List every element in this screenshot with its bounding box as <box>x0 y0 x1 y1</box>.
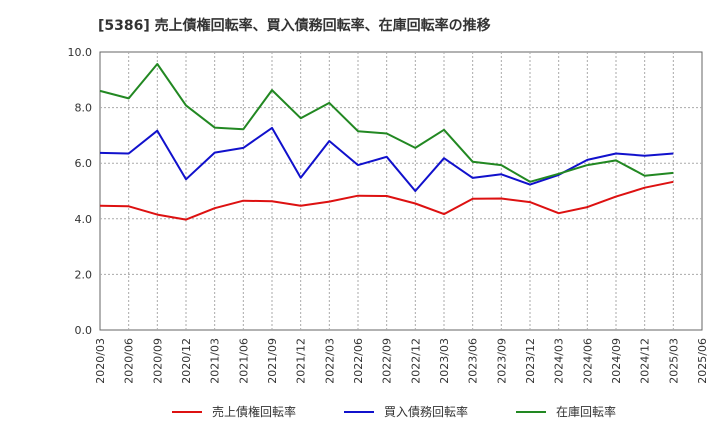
legend-item-1: 売上債権回転率 <box>172 404 296 419</box>
x-tick-label: 2024/03 <box>553 338 566 384</box>
y-tick-label: 0.0 <box>75 324 93 337</box>
series-line-2 <box>99 126 674 192</box>
x-tick-label: 2024/12 <box>639 338 652 384</box>
series-line-1 <box>99 180 674 221</box>
x-tick-label: 2022/06 <box>352 338 365 384</box>
x-tick-label: 2020/06 <box>123 338 136 384</box>
x-tick-label: 2025/03 <box>667 338 680 384</box>
x-tick-label: 2024/06 <box>581 338 594 384</box>
x-tick-label: 2021/09 <box>266 338 279 384</box>
x-tick-label: 2023/03 <box>438 338 451 384</box>
x-tick-label: 2025/06 <box>696 338 709 384</box>
x-tick-label: 2020/03 <box>94 338 107 384</box>
x-tick-label: 2022/12 <box>409 338 422 384</box>
x-tick-label: 2023/12 <box>524 338 537 384</box>
x-tick-label: 2022/03 <box>323 338 336 384</box>
x-tick-label: 2023/06 <box>467 338 480 384</box>
plot-area <box>99 51 703 331</box>
legend-label: 売上債権回転率 <box>212 404 296 419</box>
x-axis: 2020/03 2020/06 2020/09 2020/12 2021/03 2021/… <box>94 338 709 384</box>
legend-item-2: 買入債務回転率 <box>344 404 468 419</box>
grid <box>100 52 702 330</box>
y-axis: 0.0 2.0 4.0 6.0 8.0 10.0 <box>68 46 93 337</box>
legend: 売上債権回転率 買入債務回転率 在庫回転率 <box>172 404 616 419</box>
x-tick-label: 2022/09 <box>381 338 394 384</box>
y-tick-label: 6.0 <box>75 157 93 170</box>
x-tick-label: 2021/12 <box>295 338 308 384</box>
chart-title: [5386] 売上債権回転率、買入債務回転率、在庫回転率の推移 <box>98 17 491 34</box>
series-group <box>99 63 674 221</box>
y-tick-label: 10.0 <box>68 46 93 59</box>
x-tick-label: 2021/03 <box>209 338 222 384</box>
x-tick-label: 2021/06 <box>237 338 250 384</box>
legend-label: 在庫回転率 <box>556 404 616 419</box>
legend-label: 買入債務回転率 <box>384 404 468 419</box>
legend-item-3: 在庫回転率 <box>516 404 616 419</box>
x-tick-label: 2024/09 <box>610 338 623 384</box>
y-tick-label: 2.0 <box>75 268 93 281</box>
x-tick-label: 2020/12 <box>180 338 193 384</box>
x-tick-label: 2020/09 <box>151 338 164 384</box>
series-line-3 <box>99 63 674 183</box>
y-tick-label: 4.0 <box>75 213 93 226</box>
x-tick-label: 2023/09 <box>495 338 508 384</box>
y-tick-label: 8.0 <box>75 102 93 115</box>
